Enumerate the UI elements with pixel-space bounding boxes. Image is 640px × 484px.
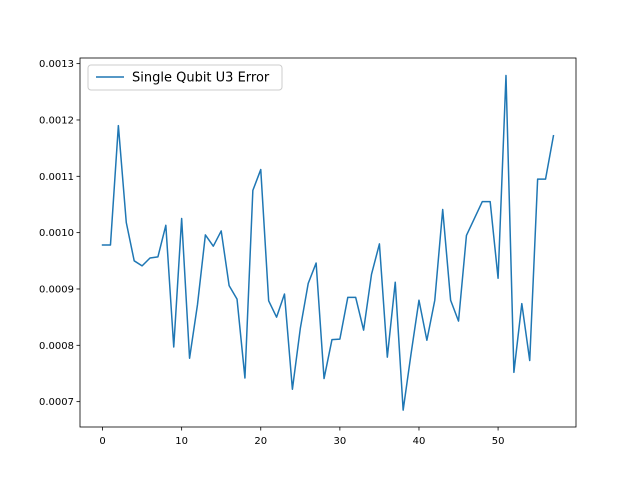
data-point <box>489 200 492 203</box>
data-point <box>544 178 547 181</box>
data-point <box>402 409 405 412</box>
data-point <box>378 242 381 245</box>
data-point <box>552 134 555 137</box>
data-point <box>433 299 436 302</box>
data-point <box>236 298 239 301</box>
data-point <box>259 168 262 171</box>
data-point <box>481 200 484 203</box>
data-point <box>386 356 389 359</box>
data-point <box>410 352 413 355</box>
data-point <box>101 244 104 247</box>
data-point <box>425 339 428 342</box>
x-tick-label: 50 <box>492 436 505 447</box>
x-tick-label: 0 <box>99 436 105 447</box>
data-point <box>117 124 120 127</box>
data-point <box>141 264 144 267</box>
y-tick-label: 0.0009 <box>39 285 74 296</box>
data-point <box>370 273 373 276</box>
legend-box <box>87 64 283 91</box>
series-line <box>101 74 555 411</box>
x-tick-label: 40 <box>413 436 426 447</box>
y-tick-label: 0.0011 <box>39 172 74 183</box>
data-point <box>417 299 420 302</box>
data-point <box>212 245 215 248</box>
data-point <box>504 74 507 77</box>
data-point <box>243 376 246 379</box>
data-point <box>536 178 539 181</box>
data-point <box>188 357 191 360</box>
data-point <box>196 303 199 306</box>
data-point <box>441 208 444 211</box>
y-tick-label: 0.0008 <box>39 341 74 352</box>
data-point <box>133 259 136 262</box>
data-point <box>457 320 460 323</box>
axes-frame <box>79 57 577 428</box>
data-point <box>180 217 183 220</box>
data-point <box>394 281 397 284</box>
data-point <box>299 327 302 330</box>
data-point <box>204 233 207 236</box>
legend-label: Single Qubit U3 Error <box>132 71 270 86</box>
data-point <box>251 189 254 192</box>
data-point <box>291 388 294 391</box>
data-point <box>528 359 531 362</box>
data-point <box>220 229 223 232</box>
y-tick-label: 0.0007 <box>39 397 74 408</box>
axes: 0 10 20 30 40 50 0.0007 0.0008 0.0009 0.0010 0.001… <box>39 57 577 447</box>
data-point <box>362 329 365 332</box>
data-point <box>172 346 175 349</box>
x-tick-label: 30 <box>333 436 346 447</box>
data-point <box>307 282 310 285</box>
data-point <box>323 377 326 380</box>
data-point <box>520 302 523 305</box>
data-point <box>275 316 278 319</box>
x-tick-label: 10 <box>175 436 188 447</box>
data-point <box>267 299 270 302</box>
data-point <box>497 277 500 280</box>
x-tick-label: 20 <box>254 436 267 447</box>
data-point <box>354 296 357 299</box>
data-point <box>164 224 167 227</box>
data-point <box>346 296 349 299</box>
data-point <box>228 284 231 287</box>
legend: Single Qubit U3 Error <box>87 64 283 91</box>
data-point <box>473 217 476 220</box>
data-point <box>283 293 286 296</box>
data-point <box>149 256 152 259</box>
plot-area <box>101 74 555 412</box>
data-point <box>449 299 452 302</box>
y-tick-label: 0.0010 <box>39 228 74 239</box>
data-point <box>330 338 333 341</box>
data-point <box>125 221 128 224</box>
y-tick-label: 0.0012 <box>39 116 74 127</box>
y-tick-label: 0.0013 <box>39 59 74 70</box>
data-point <box>338 338 341 341</box>
data-point <box>465 234 468 237</box>
data-point <box>109 244 112 247</box>
data-point <box>512 371 515 374</box>
data-point <box>315 262 318 265</box>
data-point <box>156 255 159 258</box>
